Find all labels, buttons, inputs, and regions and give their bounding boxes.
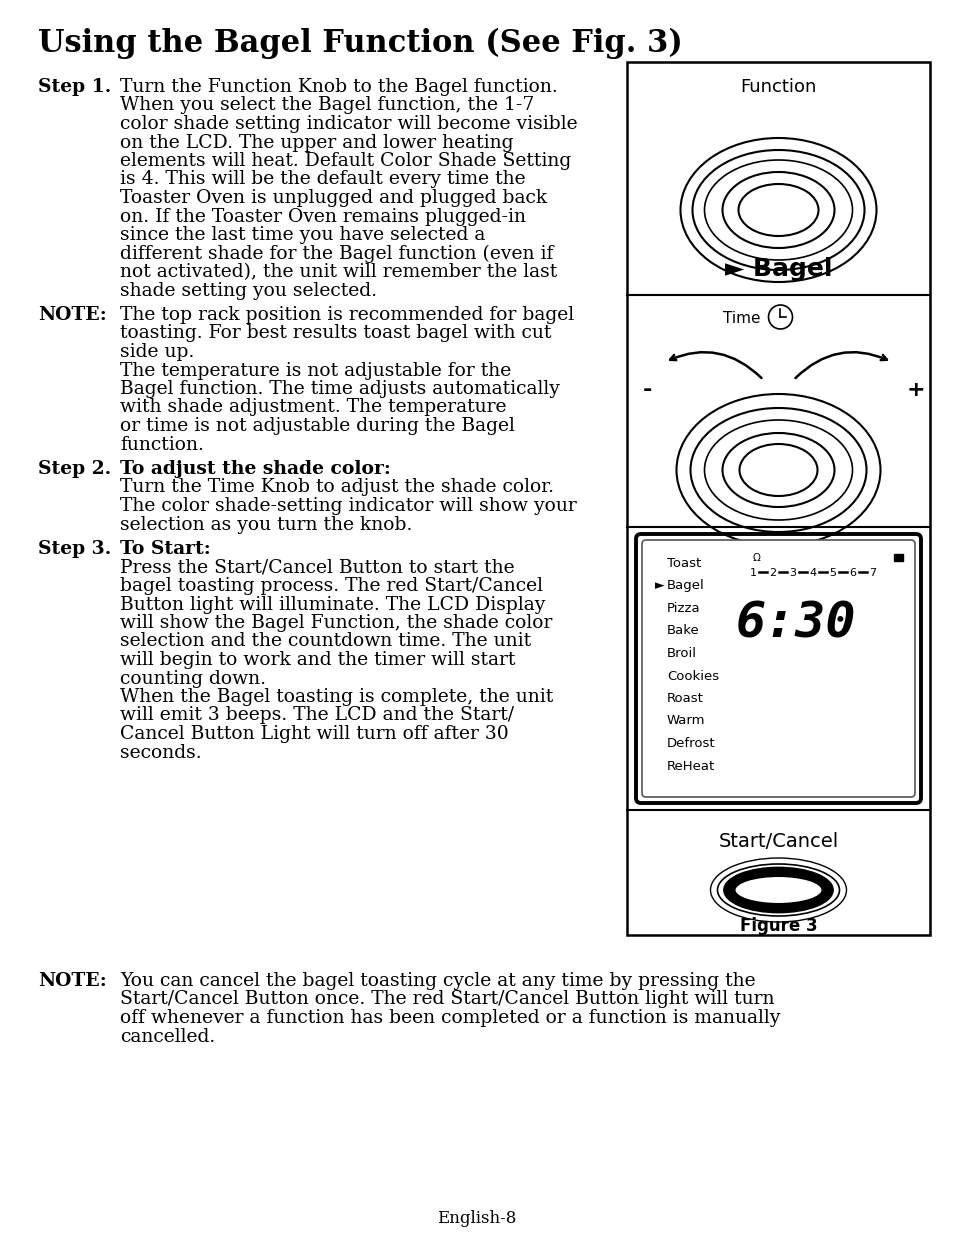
Text: shade setting you selected.: shade setting you selected. — [120, 282, 376, 300]
Text: 3: 3 — [789, 568, 796, 578]
Text: When the Bagel toasting is complete, the unit: When the Bagel toasting is complete, the… — [120, 688, 553, 706]
Text: Step 3.: Step 3. — [38, 540, 112, 558]
Text: When you select the Bagel function, the 1-7: When you select the Bagel function, the … — [120, 96, 534, 115]
Text: -: - — [641, 380, 651, 400]
Text: Pizza: Pizza — [666, 601, 700, 615]
Text: The color shade-setting indicator will show your: The color shade-setting indicator will s… — [120, 496, 577, 515]
Text: toasting. For best results toast bagel with cut: toasting. For best results toast bagel w… — [120, 325, 551, 342]
Ellipse shape — [734, 876, 821, 904]
Text: Toast: Toast — [666, 557, 700, 571]
Text: 2: 2 — [769, 568, 776, 578]
Text: Toaster Oven is unplugged and plugged back: Toaster Oven is unplugged and plugged ba… — [120, 189, 547, 207]
Text: Bake: Bake — [666, 625, 699, 637]
Text: will emit 3 beeps. The LCD and the Start/: will emit 3 beeps. The LCD and the Start… — [120, 706, 514, 725]
Text: counting down.: counting down. — [120, 669, 266, 688]
Bar — [893, 555, 902, 561]
Text: Start/Cancel Button once. The red Start/Cancel Button light will turn: Start/Cancel Button once. The red Start/… — [120, 990, 774, 1009]
Text: Function: Function — [740, 78, 816, 96]
Text: elements will heat. Default Color Shade Setting: elements will heat. Default Color Shade … — [120, 152, 571, 170]
Text: Using the Bagel Function (See Fig. 3): Using the Bagel Function (See Fig. 3) — [38, 28, 682, 59]
Text: Ω: Ω — [752, 553, 760, 563]
Ellipse shape — [768, 305, 792, 329]
Text: Warm: Warm — [666, 715, 705, 727]
Text: NOTE:: NOTE: — [38, 972, 107, 990]
Text: will begin to work and the timer will start: will begin to work and the timer will st… — [120, 651, 515, 669]
Text: or time is not adjustable during the Bagel: or time is not adjustable during the Bag… — [120, 417, 515, 435]
Text: bagel toasting process. The red Start/Cancel: bagel toasting process. The red Start/Ca… — [120, 577, 542, 595]
Bar — [626, 62, 929, 935]
Text: Start/Cancel: Start/Cancel — [718, 832, 838, 851]
Text: seconds.: seconds. — [120, 743, 201, 762]
Text: Turn the Time Knob to adjust the shade color.: Turn the Time Knob to adjust the shade c… — [120, 478, 554, 496]
Text: 6:30: 6:30 — [735, 600, 856, 648]
Text: Button light will illuminate. The LCD Display: Button light will illuminate. The LCD Di… — [120, 595, 545, 614]
Text: Cookies: Cookies — [666, 669, 719, 683]
Ellipse shape — [717, 864, 839, 916]
Text: Bagel: Bagel — [666, 579, 704, 593]
Text: English-8: English-8 — [436, 1210, 517, 1228]
Text: Broil: Broil — [666, 647, 697, 659]
Text: function.: function. — [120, 436, 204, 453]
Text: To Start:: To Start: — [120, 540, 211, 558]
Text: Turn the Function Knob to the Bagel function.: Turn the Function Knob to the Bagel func… — [120, 78, 558, 96]
Text: Step 1.: Step 1. — [38, 78, 112, 96]
Text: not activated), the unit will remember the last: not activated), the unit will remember t… — [120, 263, 557, 282]
Text: Defrost: Defrost — [666, 737, 715, 750]
Text: To adjust the shade color:: To adjust the shade color: — [120, 459, 391, 478]
Text: 7: 7 — [868, 568, 876, 578]
Text: color shade setting indicator will become visible: color shade setting indicator will becom… — [120, 115, 577, 133]
Text: Time: Time — [722, 311, 760, 326]
Text: 5: 5 — [828, 568, 836, 578]
Text: Press the Start/Cancel Button to start the: Press the Start/Cancel Button to start t… — [120, 558, 514, 577]
Text: on the LCD. The upper and lower heating: on the LCD. The upper and lower heating — [120, 133, 513, 152]
FancyBboxPatch shape — [636, 534, 920, 803]
Text: cancelled.: cancelled. — [120, 1028, 215, 1046]
Ellipse shape — [723, 868, 832, 911]
Text: 1: 1 — [749, 568, 756, 578]
Text: is 4. This will be the default every time the: is 4. This will be the default every tim… — [120, 170, 525, 189]
Text: ► Bagel: ► Bagel — [724, 257, 831, 282]
Text: since the last time you have selected a: since the last time you have selected a — [120, 226, 485, 245]
Text: selection and the countdown time. The unit: selection and the countdown time. The un… — [120, 632, 531, 651]
Text: ►: ► — [655, 579, 664, 593]
Text: ReHeat: ReHeat — [666, 760, 715, 773]
Text: 4: 4 — [808, 568, 816, 578]
Text: The top rack position is recommended for bagel: The top rack position is recommended for… — [120, 306, 574, 324]
Text: will show the Bagel Function, the shade color: will show the Bagel Function, the shade … — [120, 614, 552, 632]
Text: +: + — [905, 380, 924, 400]
Text: You can cancel the bagel toasting cycle at any time by pressing the: You can cancel the bagel toasting cycle … — [120, 972, 755, 990]
Text: Roast: Roast — [666, 692, 703, 705]
Text: with shade adjustment. The temperature: with shade adjustment. The temperature — [120, 399, 506, 416]
Text: selection as you turn the knob.: selection as you turn the knob. — [120, 515, 412, 534]
Text: The temperature is not adjustable for the: The temperature is not adjustable for th… — [120, 362, 511, 379]
Text: side up.: side up. — [120, 343, 194, 361]
Text: Cancel Button Light will turn off after 30: Cancel Button Light will turn off after … — [120, 725, 508, 743]
Text: Bagel function. The time adjusts automatically: Bagel function. The time adjusts automat… — [120, 380, 559, 398]
FancyBboxPatch shape — [641, 540, 914, 797]
Text: Figure 3: Figure 3 — [739, 918, 817, 935]
Text: off whenever a function has been completed or a function is manually: off whenever a function has been complet… — [120, 1009, 780, 1028]
Text: NOTE:: NOTE: — [38, 306, 107, 324]
Text: different shade for the Bagel function (even if: different shade for the Bagel function (… — [120, 245, 553, 263]
Text: on. If the Toaster Oven remains plugged-in: on. If the Toaster Oven remains plugged-… — [120, 207, 525, 226]
Text: Step 2.: Step 2. — [38, 459, 111, 478]
Text: 6: 6 — [848, 568, 856, 578]
